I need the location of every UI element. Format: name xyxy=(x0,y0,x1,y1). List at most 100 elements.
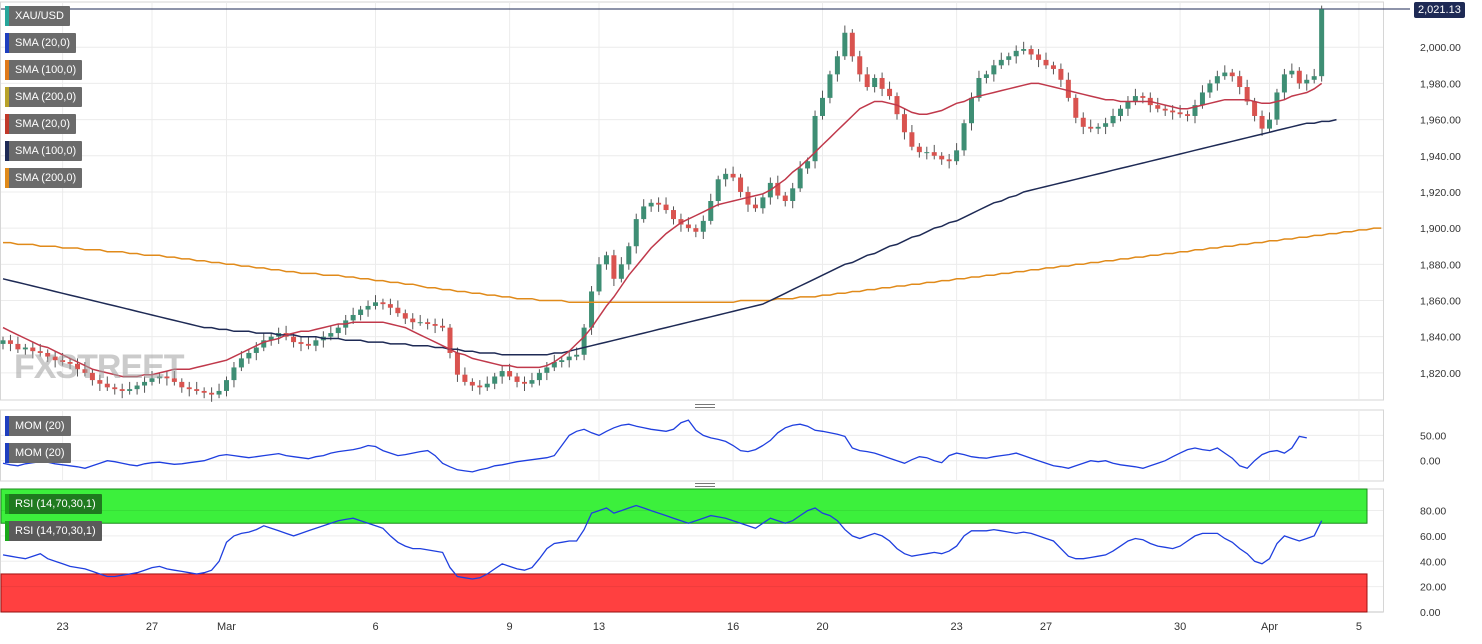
candle-body xyxy=(1073,97,1079,118)
main-indicator-color-swatch xyxy=(5,87,9,107)
candle-body xyxy=(887,88,893,97)
candle-body xyxy=(1229,72,1235,77)
candle-body xyxy=(760,197,766,209)
candle-body xyxy=(1162,108,1168,111)
main-indicator-label[interactable]: XAU/USD xyxy=(5,6,70,26)
price-tick-label: 1,820.00 xyxy=(1420,368,1461,380)
candle-body xyxy=(97,380,103,384)
candle-body xyxy=(678,219,684,225)
sma-20-line xyxy=(2,82,1323,378)
main-indicator-label[interactable]: SMA (200,0) xyxy=(5,168,83,188)
price-tick-label: 1,840.00 xyxy=(1420,332,1461,344)
price-tick-label: 1,900.00 xyxy=(1420,223,1461,235)
candle-body xyxy=(1058,68,1064,80)
candle-body xyxy=(752,204,758,209)
candle-body xyxy=(536,372,542,381)
candle-body xyxy=(574,354,580,357)
rsi-indicator-label[interactable]: RSI (14,70,30,1) xyxy=(5,494,102,514)
candle-body xyxy=(648,202,654,207)
candle-body xyxy=(1237,76,1243,88)
candle-body xyxy=(834,56,840,75)
main-indicator-label[interactable]: SMA (20,0) xyxy=(5,114,77,134)
candle-body xyxy=(291,336,297,343)
candle-body xyxy=(976,77,982,98)
candle-body xyxy=(805,161,811,169)
rsi-indicator-color-swatch xyxy=(5,521,9,541)
candle-body xyxy=(1304,79,1310,84)
candle-body xyxy=(1088,126,1094,129)
momentum-pane xyxy=(0,409,1384,482)
candle-body xyxy=(991,65,997,75)
momentum-indicator-label[interactable]: MOM (20) xyxy=(5,416,71,436)
candle-body xyxy=(492,376,498,384)
candle-body xyxy=(238,358,244,368)
main-indicator-label[interactable]: SMA (100,0) xyxy=(5,141,83,161)
candle-body xyxy=(45,352,51,357)
main-indicator-label[interactable]: SMA (20,0) xyxy=(5,33,77,53)
main-indicator-color-swatch xyxy=(5,141,9,161)
main-indicator-label[interactable]: SMA (100,0) xyxy=(5,60,83,80)
candle-body xyxy=(708,201,714,221)
rsi-indicator-label-text: RSI (14,70,30,1) xyxy=(15,525,96,537)
candle-body xyxy=(1013,50,1019,57)
candle-body xyxy=(224,380,229,391)
momentum-indicator-label[interactable]: MOM (20) xyxy=(5,443,71,463)
last-price-badge: 2,021.13 xyxy=(1414,2,1465,18)
momentum-tick-label: 0.00 xyxy=(1420,456,1441,468)
candle-body xyxy=(1118,108,1123,116)
candle-body xyxy=(75,363,80,370)
candle-body xyxy=(931,152,937,156)
candle-body xyxy=(209,392,215,395)
candle-body xyxy=(663,204,669,211)
rsi-indicator-label[interactable]: RSI (14,70,30,1) xyxy=(5,521,102,541)
candle-body xyxy=(1006,56,1012,60)
candle-body xyxy=(305,343,311,346)
candle-body xyxy=(1065,79,1071,98)
x-tick-label: 9 xyxy=(507,621,513,633)
rsi-indicator-label-text: RSI (14,70,30,1) xyxy=(15,498,96,510)
sma-100-line xyxy=(2,118,1337,356)
candle-body xyxy=(22,347,28,350)
fxstreet-watermark-logo: FXXSTREET xyxy=(14,348,185,387)
candle-body xyxy=(425,322,431,325)
candle-body xyxy=(365,305,371,310)
candle-body xyxy=(529,380,535,384)
candle-body xyxy=(216,390,222,395)
candle-body xyxy=(671,210,676,220)
candle-body xyxy=(738,177,744,192)
candle-body xyxy=(1170,110,1176,113)
candle-body xyxy=(1185,114,1191,116)
price-tick-label: 1,920.00 xyxy=(1420,187,1461,199)
candle-body xyxy=(164,376,170,379)
candle-body xyxy=(522,381,527,384)
main-indicator-label[interactable]: SMA (200,0) xyxy=(5,87,83,107)
candle-body xyxy=(7,340,13,344)
candle-body xyxy=(1036,54,1042,60)
main-indicator-label-text: SMA (20,0) xyxy=(15,118,71,130)
candle-body xyxy=(790,188,796,201)
candle-body xyxy=(693,228,699,232)
candle-body xyxy=(82,369,88,373)
price-tick-label: 2,000.00 xyxy=(1420,42,1461,54)
candle-body xyxy=(1177,112,1183,115)
candle-body xyxy=(142,381,148,386)
candle-body xyxy=(983,74,989,78)
candle-body xyxy=(373,302,378,306)
candle-body xyxy=(1252,101,1258,116)
candle-body xyxy=(112,387,118,390)
candle-body xyxy=(201,390,207,393)
x-tick-label: 30 xyxy=(1174,621,1186,633)
candle-body xyxy=(700,220,706,232)
main-indicator-color-swatch xyxy=(5,33,9,53)
candle-body xyxy=(410,318,416,323)
candle-body xyxy=(842,32,848,57)
main-indicator-color-swatch xyxy=(5,168,9,188)
x-tick-label: 27 xyxy=(1040,621,1052,633)
candle-body xyxy=(1050,65,1056,69)
candle-body xyxy=(335,327,341,334)
candle-body xyxy=(879,77,885,89)
candle-body xyxy=(872,77,878,88)
candle-body xyxy=(611,255,617,279)
candle-body xyxy=(954,150,960,162)
candle-body xyxy=(328,333,334,337)
